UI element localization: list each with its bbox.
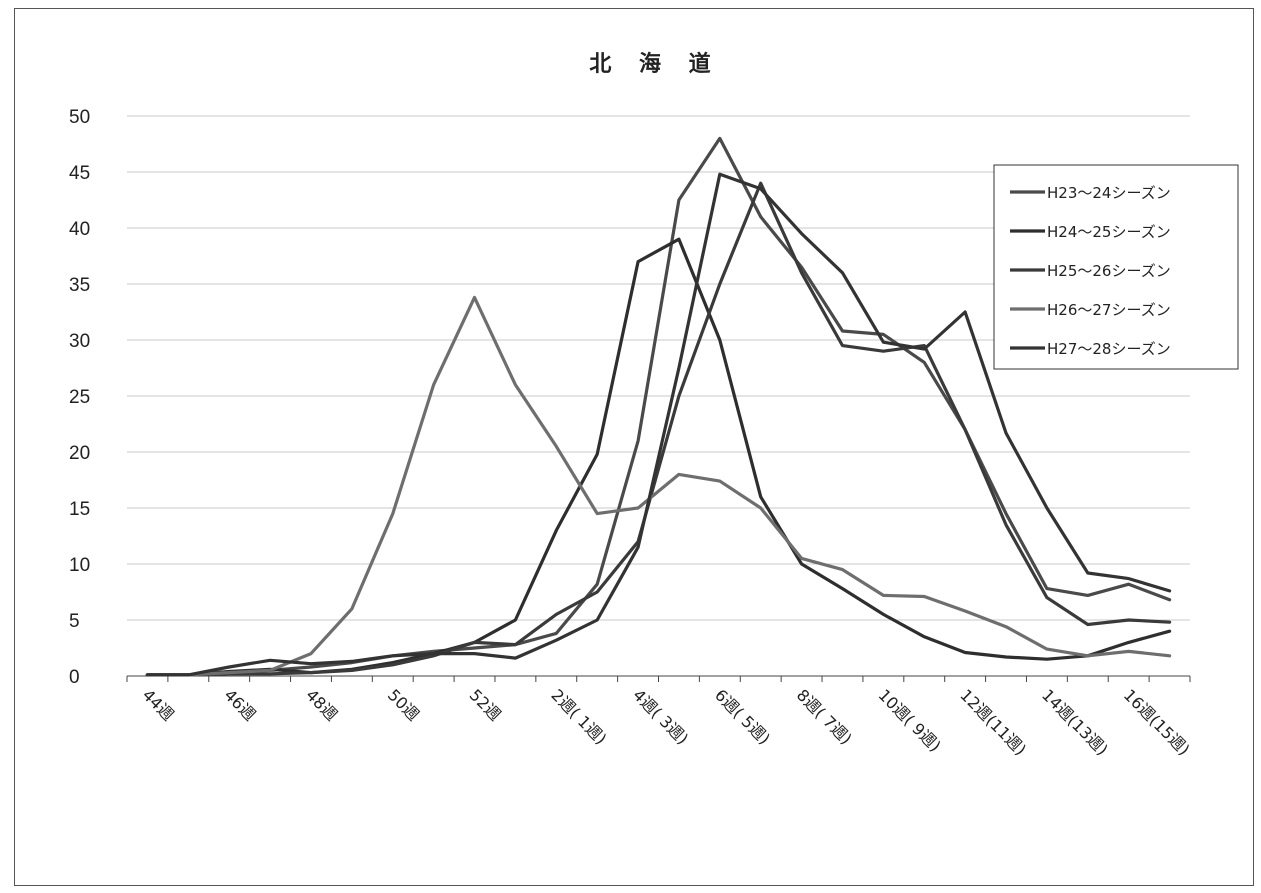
y-tick-label: 0	[69, 667, 80, 688]
chart-title: 北 海 道	[589, 51, 720, 77]
x-tick-label: 48週	[302, 685, 341, 724]
y-tick-label: 15	[69, 499, 90, 520]
x-tick-label: 46週	[220, 685, 259, 724]
y-tick-label: 30	[69, 331, 90, 352]
chart-frame: 北 海 道 0 5 10 15 20 25 30 35 40 45 50 44週 46週 48週 50週 52…	[14, 8, 1254, 886]
x-tick-label: 12週(11週)	[956, 685, 1030, 759]
y-tick-label: 20	[69, 443, 90, 464]
x-tick-label: 52週	[466, 685, 505, 724]
legend-label-2: H24～25シーズン	[1047, 223, 1171, 241]
y-tick-label: 5	[69, 611, 80, 632]
legend-label-4: H26～27シーズン	[1047, 301, 1171, 319]
series-line-1	[145, 136, 1172, 677]
x-tick-label: 8週( 7週)	[793, 685, 856, 748]
y-tick-label: 25	[69, 387, 90, 408]
x-tick-label: 44週	[139, 685, 178, 724]
y-tick-label: 40	[69, 219, 90, 240]
series-layer	[145, 136, 1172, 677]
x-tick-label: 10週( 9週)	[875, 685, 945, 755]
x-tick-label: 4週( 3週)	[629, 685, 692, 748]
legend: H23～24シーズン H24～25シーズン H25～26シーズン H26～27シーズン…	[993, 164, 1239, 370]
series-line-5	[145, 172, 1172, 677]
series-line-3	[145, 181, 1172, 677]
y-tick-label: 10	[69, 555, 90, 576]
grid-layer	[127, 115, 1190, 621]
x-tick-label: 16週(15週)	[1120, 685, 1194, 759]
x-tick-label: 14週(13週)	[1038, 685, 1112, 759]
series-line-4	[145, 295, 1172, 677]
line-chart: 北 海 道 0 5 10 15 20 25 30 35 40 45 50 44週 46週 48週 50週 52…	[69, 51, 1239, 759]
x-tick-label: 6週( 5週)	[711, 685, 774, 748]
x-tick-label: 2週( 1週)	[547, 685, 610, 748]
legend-box	[993, 164, 1239, 370]
legend-label-5: H27～28シーズン	[1047, 340, 1171, 358]
legend-label-3: H25～26シーズン	[1047, 262, 1171, 280]
y-tick-label: 45	[69, 163, 90, 184]
x-tick-label: 50週	[384, 685, 423, 724]
y-tick-label: 50	[69, 107, 90, 128]
y-tick-label: 35	[69, 275, 90, 296]
legend-label-1: H23～24シーズン	[1047, 184, 1171, 202]
